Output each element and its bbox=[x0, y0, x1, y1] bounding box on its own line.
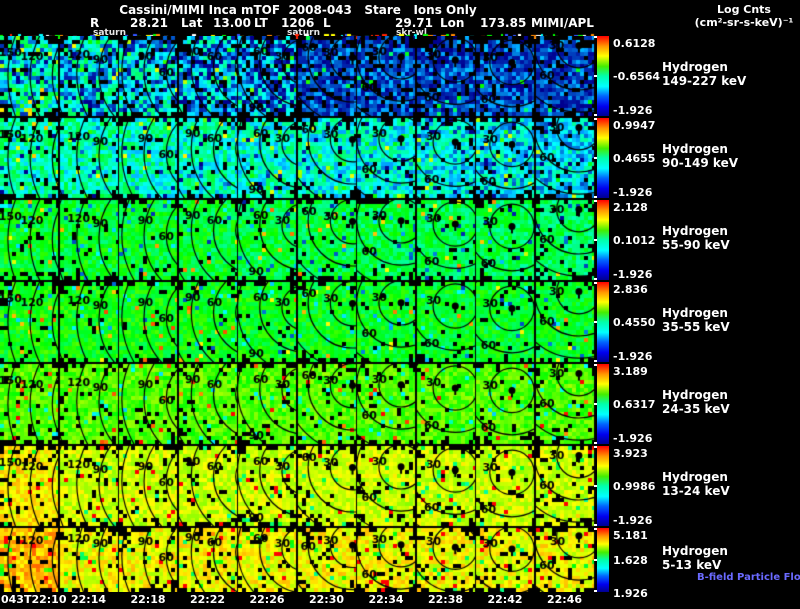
colorbar-tick bbox=[594, 282, 597, 284]
bfield-flow-label: B-field Particle Flow bbox=[697, 572, 800, 583]
colorbar-mid-label: 0.6317 bbox=[613, 398, 656, 411]
species-label: Hydrogen bbox=[662, 306, 728, 320]
colorbar-tick bbox=[594, 196, 597, 198]
colorbar-mid-label: 0.4550 bbox=[613, 316, 656, 329]
time-tick-label: 22:30 bbox=[308, 593, 345, 606]
colorbar-row-2 bbox=[597, 200, 609, 280]
colorbar-row-5 bbox=[597, 446, 609, 526]
colorbar-tick bbox=[594, 321, 597, 323]
energy-band-label: 24-35 keV bbox=[662, 402, 730, 416]
time-tick-label: 22:18 bbox=[130, 593, 166, 606]
energy-band-label: 90-149 keV bbox=[662, 156, 738, 170]
species-label: Hydrogen bbox=[662, 142, 728, 156]
eph-value-l: 29.71 bbox=[395, 16, 433, 30]
time-tick-label: 22:46 bbox=[546, 593, 583, 606]
eph-value-lat: 13.00 bbox=[213, 16, 251, 30]
colorbar-max-label: 0.6128 bbox=[613, 37, 656, 50]
species-label: Hydrogen bbox=[662, 60, 728, 74]
colorbar-max-label: 0.9947 bbox=[613, 119, 656, 132]
colorbar-tick bbox=[594, 528, 597, 530]
colorbar-tick bbox=[594, 559, 597, 561]
time-tick-label: 22:34 bbox=[368, 593, 404, 606]
event-tick-strip bbox=[0, 31, 595, 39]
colorbar-units-label: Log Cnts (cm²-sr-s-keV)⁻¹ bbox=[688, 3, 800, 29]
colorbar-tick bbox=[594, 200, 597, 202]
colorbar-row-3 bbox=[597, 282, 609, 362]
time-tick-label: 22:22 bbox=[189, 593, 226, 606]
colorbar-tick bbox=[594, 403, 597, 405]
colorbar-tick bbox=[594, 485, 597, 487]
colorbar-min-label: -1.926 bbox=[613, 350, 653, 363]
eph-label-lon: Lon bbox=[440, 16, 465, 30]
colorbar-min-label: 1.926 bbox=[613, 587, 648, 600]
eph-label-lat: Lat bbox=[181, 16, 203, 30]
colorbar-tick bbox=[594, 239, 597, 241]
species-label: Hydrogen bbox=[662, 470, 728, 484]
colorbar-tick bbox=[594, 278, 597, 280]
eph-label-lt: LT bbox=[254, 16, 268, 30]
eph-value-r: 28.21 bbox=[130, 16, 168, 30]
colorbar-min-label: -1.926 bbox=[613, 104, 653, 117]
eph-label-r: R bbox=[90, 16, 100, 30]
energy-band-label: 35-55 keV bbox=[662, 320, 730, 334]
colorbar-max-label: 5.181 bbox=[613, 529, 648, 542]
colorbar-row-0 bbox=[597, 36, 609, 116]
colorbar-mid-label: -0.6564 bbox=[613, 70, 661, 83]
colorbar-tick bbox=[594, 524, 597, 526]
colorbar-tick bbox=[594, 442, 597, 444]
species-label: Hydrogen bbox=[662, 388, 728, 402]
colorbar-tick bbox=[594, 364, 597, 366]
colorbar-max-label: 3.923 bbox=[613, 447, 648, 460]
colorbar-max-label: 2.128 bbox=[613, 201, 648, 214]
colorbar-row-4 bbox=[597, 364, 609, 444]
colorbar-mid-label: 1.628 bbox=[613, 554, 648, 567]
time-tick-label: 22:14 bbox=[70, 593, 107, 606]
colorbar-tick bbox=[594, 157, 597, 159]
colorbar-min-label: -1.926 bbox=[613, 268, 653, 281]
colorbar-mid-label: 0.4655 bbox=[613, 152, 656, 165]
species-label: Hydrogen bbox=[662, 224, 728, 238]
time-tick-label: 22:38 bbox=[427, 593, 464, 606]
colorbar-tick bbox=[594, 360, 597, 362]
colorbar-tick bbox=[594, 36, 597, 38]
colorbar-min-label: -1.926 bbox=[613, 432, 653, 445]
time-tick-label: 22:42 bbox=[487, 593, 523, 606]
colorbar-tick bbox=[594, 75, 597, 77]
colorbar-min-label: -1.926 bbox=[613, 514, 653, 527]
spectrogram-panel-grid bbox=[0, 36, 595, 592]
colorbar-row-6 bbox=[597, 528, 609, 592]
eph-value-lt: 1206 bbox=[281, 16, 315, 30]
colorbar-max-label: 2.836 bbox=[613, 283, 648, 296]
colorbar-tick bbox=[594, 590, 597, 592]
time-tick-label: 22:26 bbox=[249, 593, 285, 606]
colorbar-min-label: -1.926 bbox=[613, 186, 653, 199]
energy-band-label: 149-227 keV bbox=[662, 74, 747, 88]
units-line2: (cm²-sr-s-keV)⁻¹ bbox=[694, 16, 794, 29]
colorbar-tick bbox=[594, 118, 597, 120]
instrument-label: MIMI/APL bbox=[531, 16, 594, 30]
eph-label-l: L bbox=[323, 16, 331, 30]
page-title: Cassini/MIMI Inca mTOF 2008-043 Stare Io… bbox=[119, 3, 477, 17]
colorbar-mid-label: 0.1012 bbox=[613, 234, 656, 247]
colorbar-row-1 bbox=[597, 118, 609, 198]
colorbar-tick bbox=[594, 446, 597, 448]
colorbar-mid-label: 0.9986 bbox=[613, 480, 656, 493]
colorbar-max-label: 3.189 bbox=[613, 365, 648, 378]
species-label: Hydrogen bbox=[662, 544, 728, 558]
energy-band-label: 5-13 keV bbox=[662, 558, 722, 572]
energy-band-label: 55-90 keV bbox=[662, 238, 730, 252]
eph-value-lon: 173.85 bbox=[480, 16, 527, 30]
energy-band-label: 13-24 keV bbox=[662, 484, 730, 498]
time-tick-label: 043T22:10 bbox=[1, 593, 67, 606]
colorbar-tick bbox=[594, 114, 597, 116]
units-line1: Log Cnts bbox=[717, 3, 771, 16]
